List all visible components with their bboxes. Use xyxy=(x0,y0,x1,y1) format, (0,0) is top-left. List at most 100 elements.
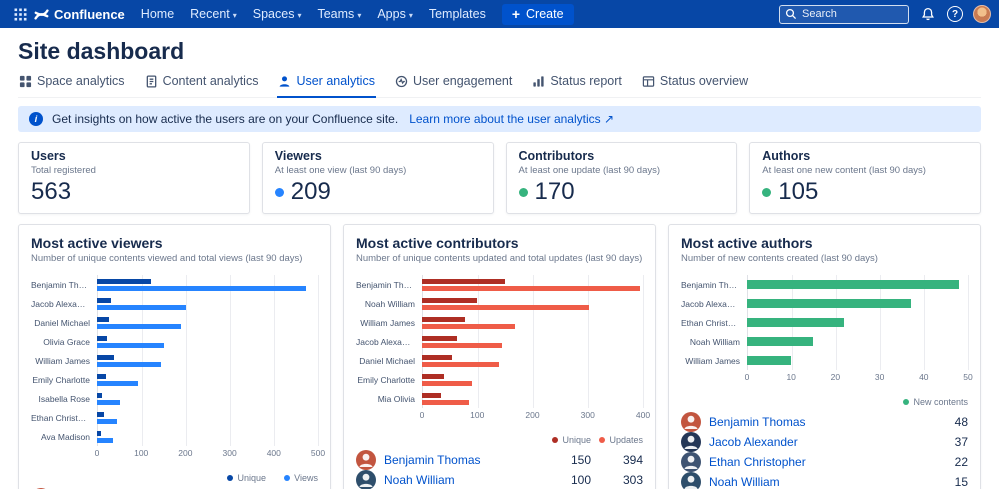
chart-row: William James xyxy=(681,351,968,370)
profile-avatar-button[interactable] xyxy=(973,5,991,23)
gridline xyxy=(924,275,925,370)
person-link[interactable]: Benjamin Thomas xyxy=(709,415,806,429)
category-label: Emily Charlotte xyxy=(32,374,90,385)
learn-more-link[interactable]: Learn more about the user analytics ↗ xyxy=(409,112,614,126)
nav-item-templates[interactable]: Templates xyxy=(421,7,494,21)
bar-group xyxy=(747,356,968,365)
chevron-down-icon xyxy=(233,7,237,21)
bar-updates xyxy=(422,285,640,291)
nav-label: Templates xyxy=(428,7,486,21)
bar-updates xyxy=(422,361,500,367)
chart-subtitle: Number of unique contents viewed and tot… xyxy=(31,253,303,264)
tab-user-analytics[interactable]: User analytics xyxy=(277,71,376,98)
metric-value: 150 xyxy=(570,453,591,467)
search-input[interactable] xyxy=(779,4,909,24)
person-link[interactable]: Ethan Christopher xyxy=(709,455,806,469)
person-row: Ethan Christopher 22 xyxy=(681,452,968,472)
stat-value: 105 xyxy=(778,178,819,205)
bar-unique xyxy=(422,373,445,379)
chart-legend: New contents xyxy=(681,396,968,408)
bar-updates xyxy=(422,399,469,405)
stat-subtitle: At least one new content (last 90 days) xyxy=(762,165,926,176)
chart-row: Olivia Grace xyxy=(31,332,318,351)
bar-group xyxy=(747,280,968,289)
chart-row: Benjamin Thomas xyxy=(681,275,968,294)
tab-status-overview[interactable]: Status overview xyxy=(641,71,749,98)
stat-card-viewers: Viewers At least one view (last 90 days)… xyxy=(261,142,494,214)
chart-row: Ethan Christopher xyxy=(31,408,318,427)
chart-row: Benjamin Thomas xyxy=(356,275,643,294)
nav-item-teams[interactable]: Teams xyxy=(309,7,369,21)
bar-group xyxy=(97,297,318,310)
bar-group xyxy=(97,392,318,405)
nav-item-home[interactable]: Home xyxy=(133,7,182,21)
x-tick-label: 0 xyxy=(744,372,750,382)
x-axis: 0 10 20 30 40 50 xyxy=(744,372,973,382)
nav-item-apps[interactable]: Apps xyxy=(369,7,421,21)
bar-new-contents xyxy=(747,280,960,289)
chart-row: Jacob Alexander xyxy=(681,294,968,313)
category-label: Noah William xyxy=(364,298,415,309)
tab-label: Status overview xyxy=(659,74,749,88)
legend-dot xyxy=(599,437,606,443)
legend-label: Unique xyxy=(562,435,591,445)
tab-label: User analytics xyxy=(296,74,375,88)
search-icon xyxy=(785,8,797,20)
x-tick-label: 0 xyxy=(94,448,100,458)
nav-item-recent[interactable]: Recent xyxy=(182,7,245,21)
bar-group xyxy=(97,354,318,367)
create-button[interactable]: Create xyxy=(501,3,574,25)
category-label: Daniel Michael xyxy=(34,317,90,328)
chart-row: Emily Charlotte xyxy=(356,370,643,389)
avatar xyxy=(356,470,376,489)
help-button[interactable] xyxy=(947,6,963,22)
search-box[interactable] xyxy=(779,4,909,24)
tab-space-analytics[interactable]: Space analytics xyxy=(18,71,126,98)
person-link[interactable]: Noah William xyxy=(709,475,780,489)
bar-group xyxy=(97,430,318,443)
tab-status-report[interactable]: Status report xyxy=(531,71,623,98)
bar-unique xyxy=(422,316,466,322)
chart-subtitle: Number of unique contents updated and to… xyxy=(356,253,643,264)
bar-group xyxy=(97,335,318,348)
person-link[interactable]: Jacob Alexander xyxy=(709,435,798,449)
stat-title: Users xyxy=(31,149,66,163)
x-tick-label: 20 xyxy=(830,372,841,382)
chart-title: Most active authors xyxy=(681,235,813,251)
category-label: Ethan Christopher xyxy=(681,317,747,328)
metric-value: 37 xyxy=(954,435,968,449)
tab-content-analytics[interactable]: Content analytics xyxy=(144,71,260,98)
person-link[interactable]: Noah William xyxy=(384,473,455,487)
chart-cards-row: Most active viewers Number of unique con… xyxy=(18,224,981,489)
avatar xyxy=(681,412,701,432)
bar-views xyxy=(97,437,113,443)
bar-new-contents xyxy=(747,299,911,308)
bar-unique xyxy=(422,278,505,284)
main-content: Site dashboard Space analytics Content a… xyxy=(0,38,999,489)
nav-item-spaces[interactable]: Spaces xyxy=(245,7,310,21)
category-label: Benjamin Thomas xyxy=(31,279,97,290)
x-tick-label: 300 xyxy=(580,410,595,420)
notifications-button[interactable] xyxy=(919,5,937,23)
category-label: William James xyxy=(360,317,415,328)
legend-dot xyxy=(227,475,234,481)
category-label: Olivia Grace xyxy=(43,336,90,347)
person-link[interactable]: Benjamin Thomas xyxy=(384,453,481,467)
avatar xyxy=(356,450,376,470)
x-axis: 0 100 200 300 400 500 xyxy=(94,448,325,458)
chart-title: Most active viewers xyxy=(31,235,163,251)
person-row: Noah William 100 303 xyxy=(356,470,643,489)
bar-group xyxy=(97,411,318,424)
chart-row: Noah William xyxy=(681,332,968,351)
person-icon xyxy=(280,75,290,87)
analytics-tabs: Space analytics Content analytics User a… xyxy=(18,71,981,98)
confluence-logo[interactable]: Confluence xyxy=(34,7,125,22)
tab-user-engagement[interactable]: User engagement xyxy=(394,71,513,98)
chart-row: Ethan Christopher xyxy=(681,313,968,332)
chart-grid xyxy=(422,275,644,408)
app-switcher-button[interactable] xyxy=(8,2,32,26)
info-banner: Get insights on how active the users are… xyxy=(18,106,981,132)
tab-label: Space analytics xyxy=(37,74,125,88)
person-silhouette-icon xyxy=(359,453,373,467)
